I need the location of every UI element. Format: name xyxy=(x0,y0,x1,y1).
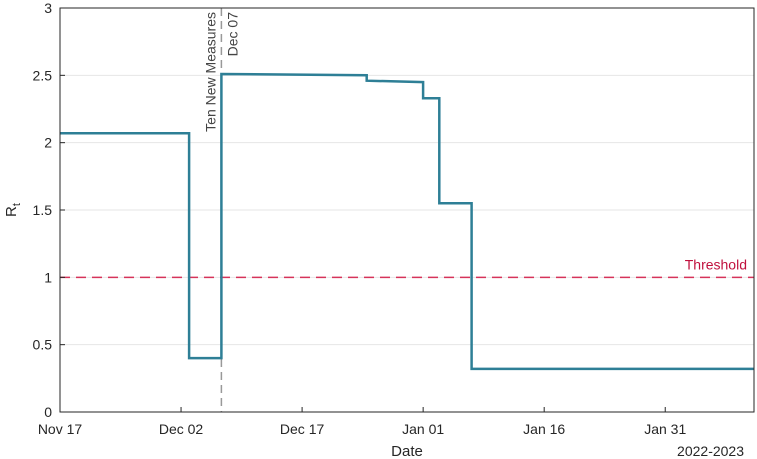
y-tick-label: 2 xyxy=(44,135,52,151)
y-axis-title: Rt xyxy=(3,203,23,217)
x-tick-label: Dec 17 xyxy=(280,421,325,437)
x-axis-secondary-label: 2022-2023 xyxy=(677,443,744,459)
y-ticks: 0 0.5 1 1.5 2 2.5 3 xyxy=(33,0,65,420)
x-axis-title: Date xyxy=(391,443,423,459)
threshold-label: Threshold xyxy=(685,256,747,272)
y-tick-label: 0 xyxy=(44,404,52,420)
y-tick-label: 3 xyxy=(44,0,52,16)
measures-annotation-label: Ten New Measures xyxy=(202,12,218,132)
x-ticks: Nov 17 Dec 02 Dec 17 Jan 01 Jan 16 Jan 31 xyxy=(38,407,686,437)
y-axis-title-subscript: t xyxy=(11,203,23,206)
x-tick-label: Jan 31 xyxy=(644,421,686,437)
measures-date-label: Dec 07 xyxy=(224,12,240,57)
y-axis-title-main: R xyxy=(3,206,20,217)
series-group xyxy=(60,72,754,371)
y-tick-label: 1 xyxy=(44,269,52,285)
x-tick-label: Dec 02 xyxy=(159,421,204,437)
x-tick-label: Jan 16 xyxy=(523,421,565,437)
x-tick-label: Jan 01 xyxy=(402,421,444,437)
grid-lines xyxy=(60,74,754,346)
y-tick-label: 0.5 xyxy=(33,337,53,353)
rt-series-line xyxy=(60,72,754,371)
y-tick-label: 2.5 xyxy=(33,67,53,83)
y-tick-label: 1.5 xyxy=(33,202,53,218)
x-tick-label: Nov 17 xyxy=(38,421,83,437)
